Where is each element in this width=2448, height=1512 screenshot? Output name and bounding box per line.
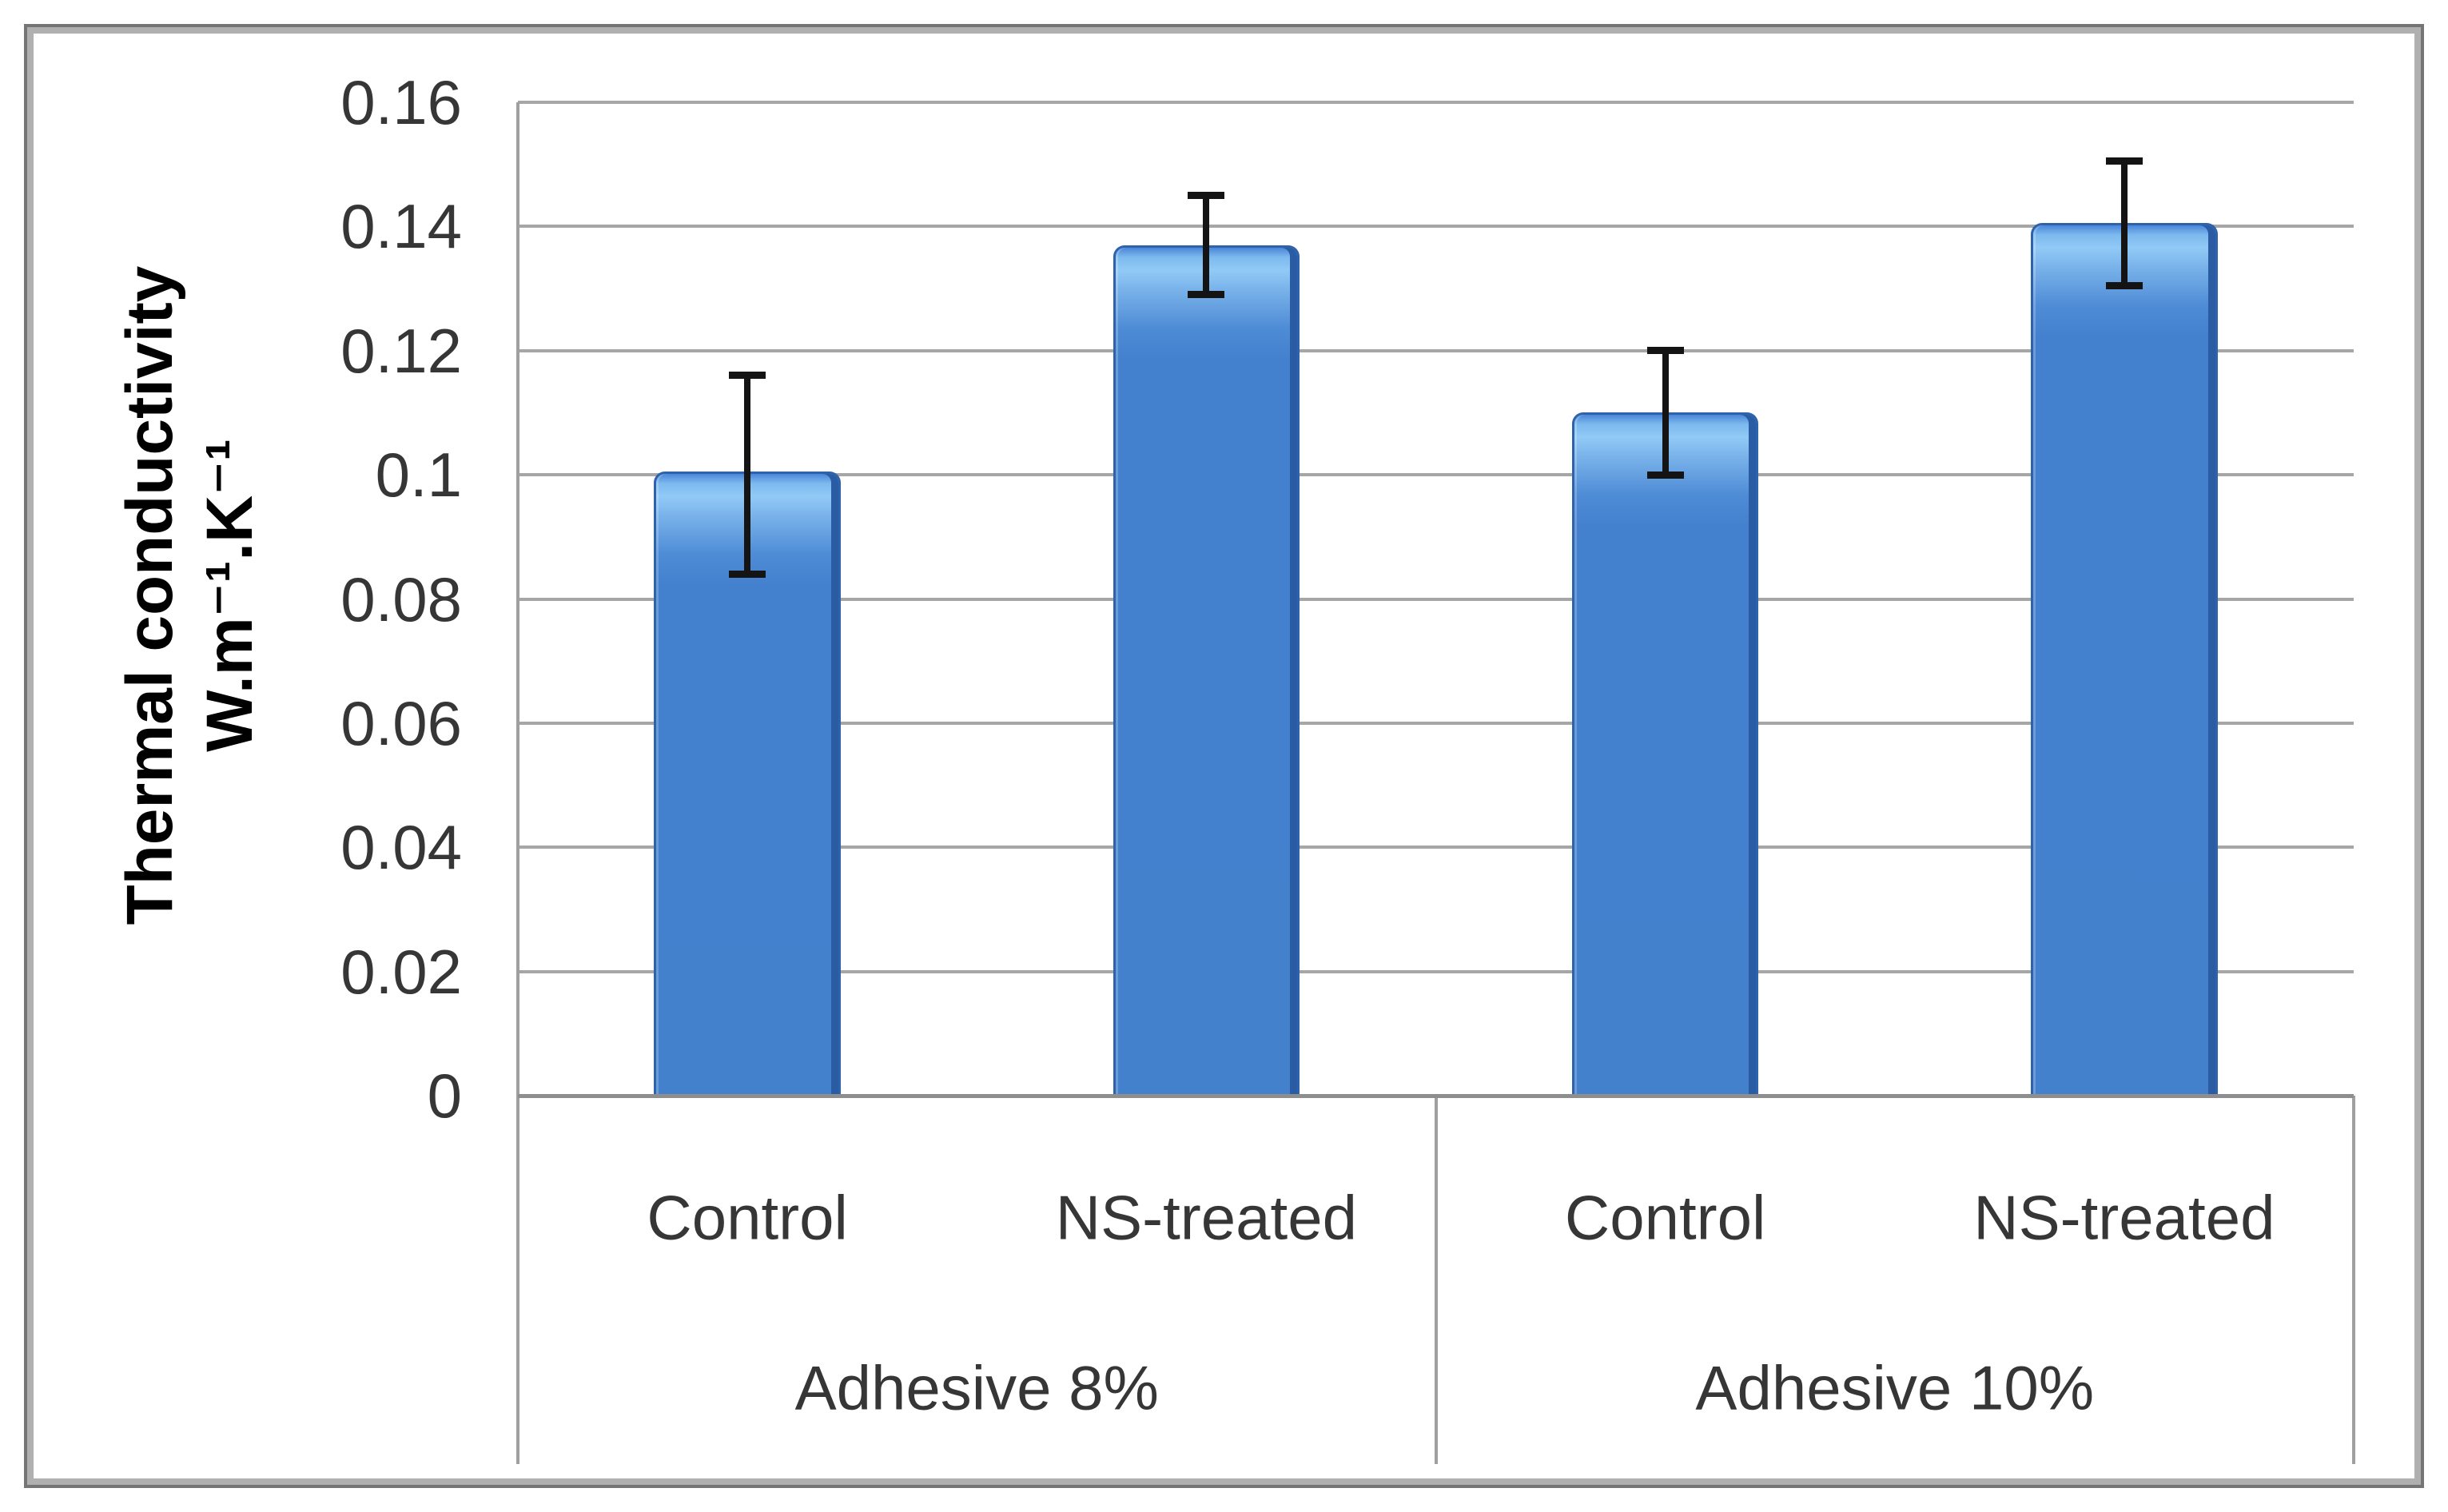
y-tick-label: 0.02 (340, 936, 462, 1007)
gridline-0.16 (518, 101, 2354, 104)
y-tick-label: 0.08 (340, 563, 462, 635)
category-label: Control (1564, 1182, 1766, 1253)
group-label: Adhesive 10% (1695, 1352, 2095, 1423)
y-tick-label: 0.1 (375, 440, 462, 511)
category-label: NS-treated (1973, 1182, 2275, 1253)
figure-border (24, 24, 2424, 1488)
category-label: NS-treated (1055, 1182, 1357, 1253)
gridline-0.14 (518, 225, 2354, 229)
gridline-0.08 (518, 597, 2354, 601)
y-tick-label: 0.06 (340, 687, 462, 758)
error-bar-line (1203, 195, 1210, 295)
error-bar-cap-bottom (1188, 291, 1225, 299)
category-label: Control (647, 1182, 848, 1253)
error-bar-cap-bottom (2105, 281, 2143, 289)
error-bar-cap-top (1188, 192, 1225, 200)
y-axis-line (516, 102, 519, 1464)
gridline-0.06 (518, 721, 2354, 725)
bar-adhesive-10%-ns-treated (2031, 223, 2218, 1096)
group-divider-line (1434, 1096, 1438, 1464)
error-bar-cap-bottom (1646, 471, 1684, 479)
error-bar-cap-top (2105, 157, 2143, 165)
error-bar-line (1662, 350, 1669, 475)
gridline-0.02 (518, 969, 2354, 973)
y-tick-label: 0.14 (340, 191, 462, 262)
bar-adhesive-10%-control (1571, 412, 1759, 1096)
error-bar-line (2120, 161, 2128, 286)
group-label: Adhesive 8% (794, 1352, 1159, 1423)
error-bar-cap-bottom (729, 570, 766, 578)
y-tick-label: 0 (427, 1060, 462, 1131)
gridline-0.1 (518, 473, 2354, 477)
error-bar-cap-top (729, 372, 766, 380)
error-bar-line (744, 375, 751, 575)
gridline-0.04 (518, 846, 2354, 850)
y-tick-label: 0.12 (340, 315, 462, 386)
label-area-right-line (2352, 1096, 2355, 1464)
x-axis-line (518, 1094, 2354, 1098)
error-bar-cap-top (1646, 347, 1684, 355)
bar-adhesive-8%-ns-treated (1113, 245, 1300, 1096)
y-tick-label: 0.16 (340, 67, 462, 137)
plot-area (518, 101, 2354, 1098)
y-tick-label: 0.04 (340, 812, 462, 883)
gridline-0.12 (518, 348, 2354, 352)
